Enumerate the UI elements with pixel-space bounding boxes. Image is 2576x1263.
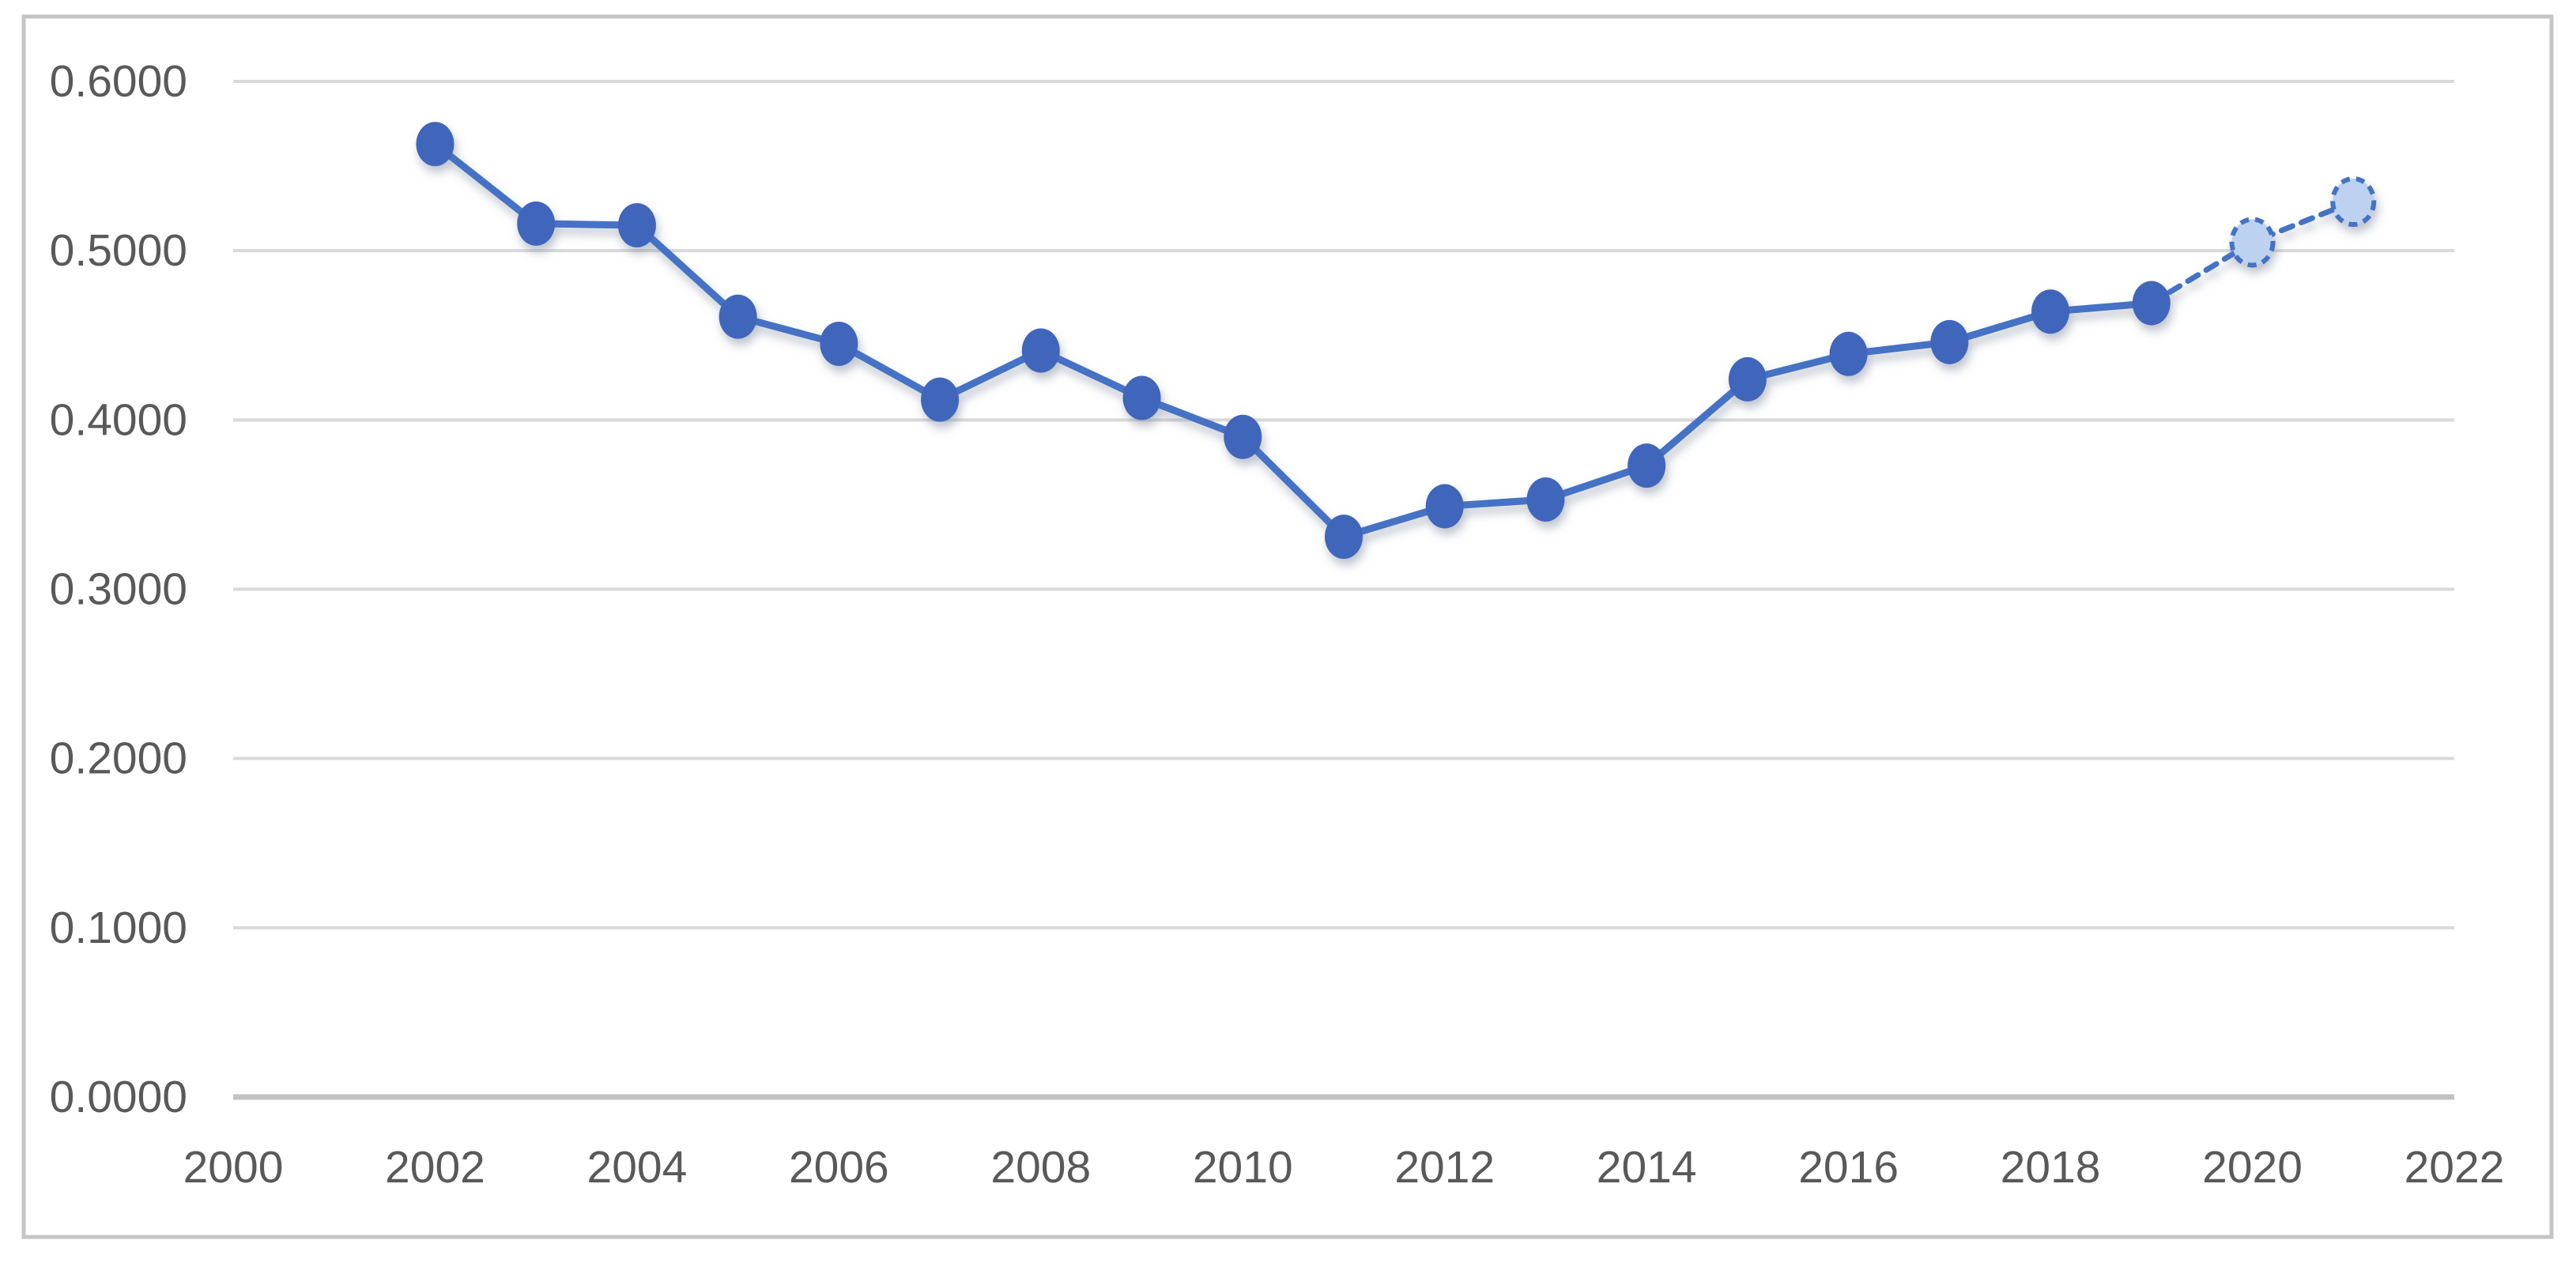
data-point-2019 [2132, 281, 2171, 326]
data-series [416, 122, 2377, 560]
data-point-2017 [1930, 319, 1969, 364]
data-point-2009 [1122, 375, 1161, 420]
data-point-2008 [1021, 328, 1060, 373]
chart-border [21, 14, 2554, 1239]
data-point-2013 [1526, 477, 1565, 522]
data-point-2010 [1224, 414, 1262, 459]
chart-frame [21, 14, 2554, 1239]
y-tick-label: 0.5000 [50, 225, 187, 276]
data-point-2020-forecast [2229, 217, 2276, 268]
data-point-2021-forecast [2330, 176, 2377, 228]
data-point-2007 [921, 377, 960, 422]
x-axis-labels: 2000 2002 2004 2006 2008 2010 2012 2014 2016 2018… [183, 1142, 2505, 1193]
gridlines [233, 80, 2454, 1100]
data-point-2014 [1627, 443, 1666, 488]
x-tick-label: 2014 [1597, 1142, 1697, 1193]
data-point-2005 [718, 294, 757, 339]
data-point-2016 [1829, 331, 1868, 376]
data-point-2018 [2031, 289, 2070, 334]
x-tick-label: 2020 [2202, 1142, 2303, 1193]
data-point-2015 [1728, 356, 1767, 402]
data-point-2012 [1425, 484, 1464, 529]
y-tick-label: 0.3000 [50, 564, 187, 615]
y-tick-label: 0.4000 [50, 394, 187, 445]
y-axis-labels: 0.0000 0.1000 0.2000 0.3000 0.4000 0.5000 0.60… [50, 56, 187, 1122]
x-tick-label: 2008 [990, 1142, 1091, 1193]
y-tick-label: 0.0000 [50, 1072, 187, 1122]
data-point-2004 [617, 203, 656, 248]
y-tick-label: 0.6000 [50, 56, 187, 107]
x-tick-label: 2022 [2404, 1142, 2505, 1193]
y-tick-label: 0.1000 [50, 903, 187, 953]
x-tick-label: 2002 [385, 1142, 485, 1193]
x-tick-label: 2000 [183, 1142, 284, 1193]
data-point-2006 [820, 321, 858, 366]
data-point-2002 [416, 122, 454, 167]
x-tick-label: 2010 [1193, 1142, 1293, 1193]
data-point-2011 [1325, 515, 1363, 560]
x-tick-label: 2012 [1394, 1142, 1495, 1193]
data-point-2003 [517, 201, 556, 246]
x-tick-label: 2006 [789, 1142, 889, 1193]
x-tick-label: 2004 [587, 1142, 688, 1193]
x-tick-label: 2016 [1798, 1142, 1899, 1193]
x-tick-label: 2018 [2001, 1142, 2101, 1193]
y-tick-label: 0.2000 [50, 733, 187, 784]
